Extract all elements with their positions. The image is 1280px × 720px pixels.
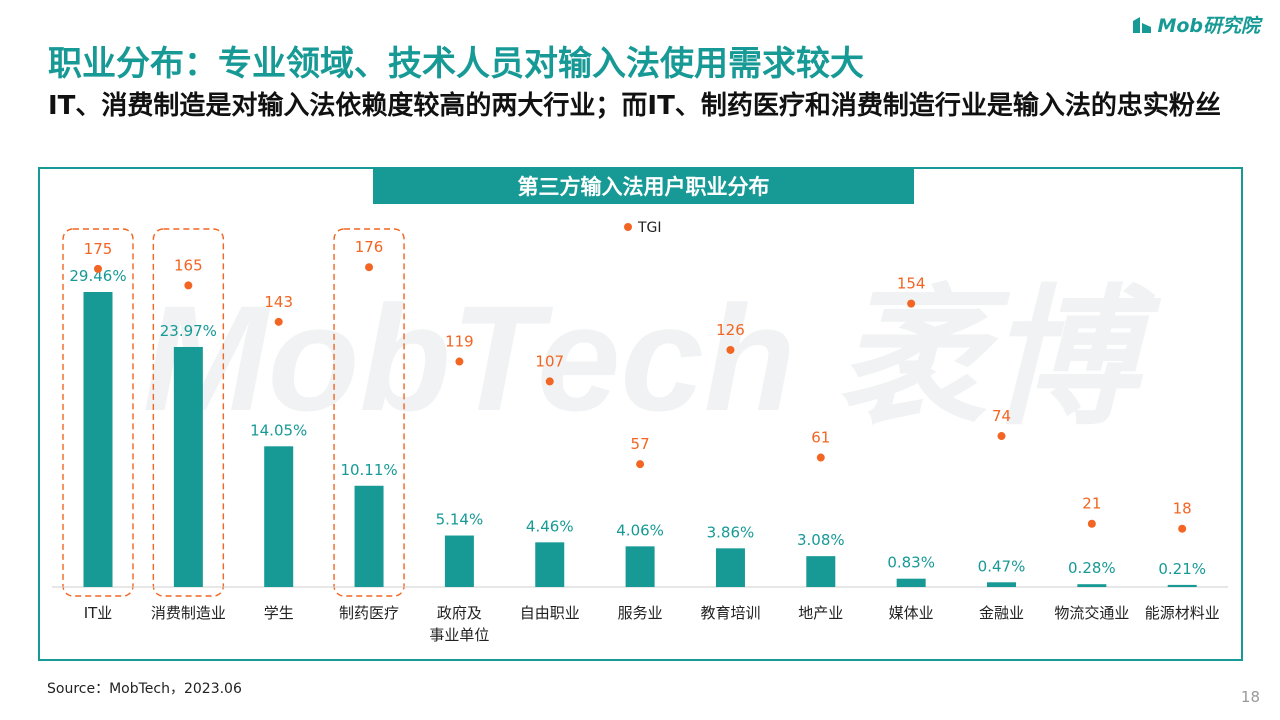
bar-value-label: 3.86% [707,523,755,541]
category-label: 教育培训 [700,604,760,622]
category-label: IT业 [84,604,113,622]
bar-value-label: 0.28% [1068,559,1116,577]
category-label: 地产业 [798,604,843,622]
bar [625,546,655,587]
category-label: 媒体业 [889,604,934,622]
bar-value-label: 14.05% [250,421,307,439]
tgi-value-label: 107 [535,352,564,370]
bar-value-label: 4.06% [616,521,664,539]
tgi-point [997,432,1006,441]
highlight-box [333,228,405,597]
category-label: 金融业 [979,604,1024,622]
bar [806,556,836,587]
category-label: 自由职业 [520,604,580,622]
logo-text: Mob研究院 [1157,14,1260,37]
category-label: 服务业 [618,604,663,622]
tgi-point [636,460,645,469]
bar [535,542,565,587]
bar [354,485,384,587]
watermark: MobTech 袤博 [143,274,1162,442]
highlight-box [62,228,134,597]
tgi-value-label: 154 [897,275,926,293]
logo-icon [1133,17,1152,33]
bar [173,346,203,587]
tgi-value-label: 176 [355,238,384,256]
category-label: 学生 [264,604,294,622]
page-number: 18 [1240,688,1260,706]
bar-value-label: 4.46% [526,517,574,535]
highlight-box [152,228,225,597]
bar-value-label: 3.08% [797,531,845,549]
category-label: 物流交通业 [1054,604,1129,622]
bar-value-label: 0.83% [887,554,935,572]
page-title: 职业分布：专业领域、技术人员对输入法使用需求较大 [48,44,864,84]
category-label: 消费制造业 [151,604,226,622]
bar [83,292,113,587]
tgi-point [365,263,374,272]
tgi-value-label: 74 [992,407,1011,425]
chart-legend: TGI [624,220,662,236]
bar [444,535,474,587]
tgi-point [816,453,825,462]
tgi-point [184,281,193,290]
tgi-value-label: 143 [264,293,293,311]
bar-value-label: 29.46% [69,267,126,285]
bar [1077,584,1107,587]
tgi-value-label: 119 [445,333,474,351]
tgi-point [94,264,102,273]
bar-value-label: 23.97% [160,322,217,340]
category-label: 能源材料业 [1145,604,1220,622]
tgi-point [455,357,464,366]
tgi-point [726,345,735,354]
source-note: Source：MobTech，2023.06 [47,681,242,697]
chart-title: 第三方输入法用户职业分布 [373,167,914,204]
bar-value-label: 0.21% [1158,560,1206,578]
tgi-point [274,317,283,326]
tgi-value-label: 57 [631,435,650,453]
legend-marker-tgi [624,223,632,231]
tgi-value-label: 21 [1082,495,1101,513]
tgi-value-label: 126 [716,321,745,339]
tgi-value-label: 61 [811,429,830,447]
brand-logo: Mob研究院 [1131,10,1260,38]
tgi-value-label: 18 [1173,500,1192,518]
bar [264,446,294,587]
bar-value-label: 10.11% [340,461,397,479]
tgi-point [907,299,916,308]
bar [896,578,926,587]
tgi-value-label: 165 [174,256,203,274]
category-label: 政府及事业单位 [429,604,489,644]
bar [987,582,1016,587]
category-label: 制药医疗 [339,604,399,622]
tgi-value-label: 175 [84,240,113,258]
bar [1167,584,1197,587]
legend-label-tgi: TGI [637,220,662,236]
bar-value-label: 0.47% [978,557,1026,575]
tgi-point [545,377,554,386]
tgi-point [1087,519,1096,528]
tgi-point [1178,524,1187,533]
bar [715,548,745,587]
bar-value-label: 5.14% [436,511,484,529]
page-subtitle: IT、消费制造是对输入法依赖度较高的两大行业；而IT、制药医疗和消费制造行业是输… [48,91,1221,121]
